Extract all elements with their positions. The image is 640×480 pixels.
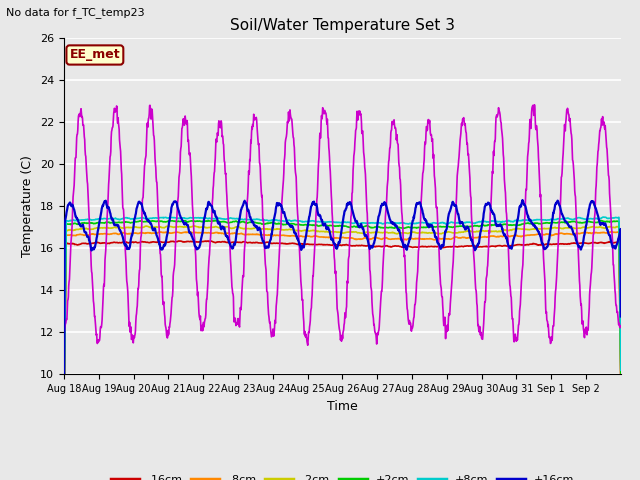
Y-axis label: Temperature (C): Temperature (C) xyxy=(22,156,35,257)
Text: No data for f_TC_temp23: No data for f_TC_temp23 xyxy=(6,7,145,18)
X-axis label: Time: Time xyxy=(327,400,358,413)
Text: EE_met: EE_met xyxy=(70,48,120,61)
Title: Soil/Water Temperature Set 3: Soil/Water Temperature Set 3 xyxy=(230,18,455,33)
